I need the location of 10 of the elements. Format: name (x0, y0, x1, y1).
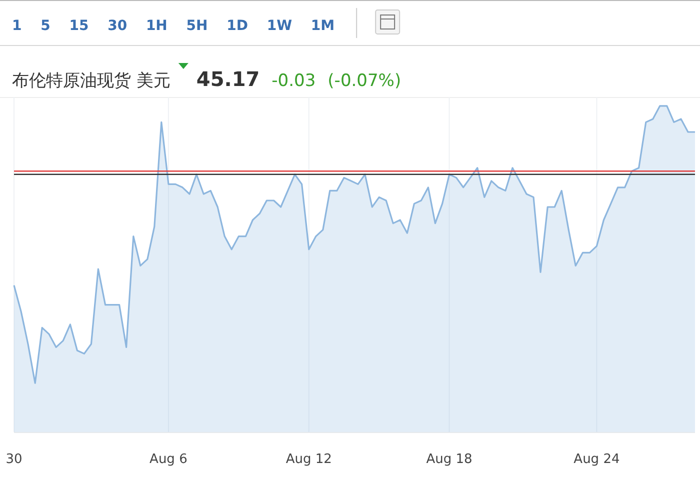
chart-title: 布伦特原油现货 美元 (12, 71, 170, 91)
text: (-0.07%) (328, 71, 402, 91)
x-tick-label: Aug 12 (286, 452, 332, 467)
x-tick-label: Aug 6 (150, 452, 188, 467)
x-tick-label: Aug 24 (574, 452, 620, 467)
x-tick-label: 30 (6, 452, 22, 467)
text: -0.03 (272, 71, 316, 91)
text: 45.17 (196, 67, 260, 91)
toolbar: 1 5 15 30 1H 5H 1D 1W 1M (12, 8, 358, 38)
x-tick-label: Aug 18 (426, 452, 472, 467)
